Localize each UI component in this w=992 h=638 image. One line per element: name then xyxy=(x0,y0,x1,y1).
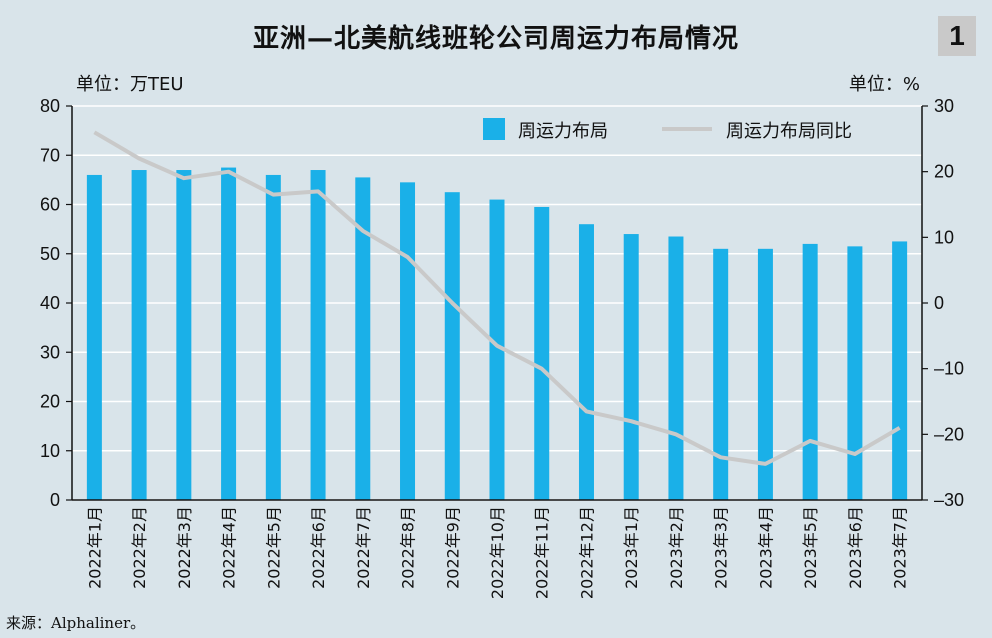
y-right-tick-label: –10 xyxy=(934,359,964,379)
bar xyxy=(400,182,416,500)
legend-bar-label: 周运力布局 xyxy=(518,121,608,142)
x-tick-label: 2023年7月 xyxy=(891,506,910,589)
bar xyxy=(534,206,550,500)
bar xyxy=(757,248,773,500)
x-tick-label: 2023年2月 xyxy=(667,506,686,589)
x-tick-label: 2022年12月 xyxy=(577,506,596,599)
bar xyxy=(847,246,863,500)
y-left-tick-label: 30 xyxy=(40,342,60,362)
y-right-tick-label: –20 xyxy=(934,424,964,444)
x-tick-label: 2022年6月 xyxy=(309,506,328,589)
bar xyxy=(713,248,729,500)
bar xyxy=(668,236,684,500)
y-right-tick-label: 0 xyxy=(934,293,944,313)
x-tick-label: 2022年11月 xyxy=(533,506,552,599)
line-series xyxy=(93,130,901,466)
chart-title: 亚洲—北美航线班轮公司周运力布局情况 xyxy=(252,24,739,54)
axes: 0 10 20 30 40 50 60 70 80 30 20 10 0 –10 –20 –30 2022年1月… xyxy=(40,96,964,599)
y-right-tick-label: 10 xyxy=(934,227,954,247)
bar xyxy=(86,174,102,500)
bar xyxy=(489,199,505,500)
bar xyxy=(444,192,460,500)
x-tick-label: 2022年9月 xyxy=(443,506,462,589)
bar xyxy=(265,174,281,500)
y-left-tick-label: 20 xyxy=(40,392,60,412)
y-right-tick-label: –30 xyxy=(934,490,964,510)
x-tick-label: 2023年5月 xyxy=(801,506,820,589)
x-tick-label: 2023年6月 xyxy=(846,506,865,589)
left-axis-unit: 单位：万TEU xyxy=(76,74,184,95)
x-tick-label: 2023年4月 xyxy=(756,506,775,589)
legend-bar-swatch xyxy=(483,118,505,140)
right-axis-unit: 单位：% xyxy=(848,74,920,95)
y-left-tick-label: 50 xyxy=(40,244,60,264)
x-tick-label: 2022年10月 xyxy=(488,506,507,599)
y-left-tick-label: 0 xyxy=(50,490,60,510)
x-tick-label: 2022年7月 xyxy=(354,506,373,589)
y-right-tick-label: 30 xyxy=(934,96,954,116)
bar xyxy=(176,170,192,500)
bar xyxy=(578,224,594,500)
bar xyxy=(310,170,326,500)
y-right-tick-label: 20 xyxy=(934,162,954,182)
y-left-tick-label: 70 xyxy=(40,145,60,165)
x-tick-label: 2023年3月 xyxy=(712,506,731,589)
y-left-tick-label: 60 xyxy=(40,195,60,215)
legend-line-label: 周运力布局同比 xyxy=(726,121,852,142)
bar xyxy=(892,241,908,500)
y-left-tick-label: 80 xyxy=(40,96,60,116)
y-left-tick-label: 40 xyxy=(40,293,60,313)
y-left-tick-label: 10 xyxy=(40,441,60,461)
bar xyxy=(802,243,818,500)
x-tick-label: 2022年5月 xyxy=(264,506,283,589)
bar xyxy=(623,234,639,501)
x-tick-label: 2022年1月 xyxy=(85,506,104,589)
figure-number-badge: 1 xyxy=(938,16,976,56)
source-note: 来源：Alphaliner。 xyxy=(6,614,146,632)
x-tick-label: 2022年3月 xyxy=(175,506,194,589)
legend: 周运力布局 周运力布局同比 xyxy=(483,118,852,142)
bar xyxy=(355,177,371,500)
x-tick-label: 2022年2月 xyxy=(130,506,149,589)
bar xyxy=(131,170,147,500)
x-tick-label: 2022年8月 xyxy=(399,506,418,589)
bar xyxy=(221,167,237,500)
x-tick-label: 2023年1月 xyxy=(622,506,641,589)
x-tick-label: 2022年4月 xyxy=(220,506,239,589)
